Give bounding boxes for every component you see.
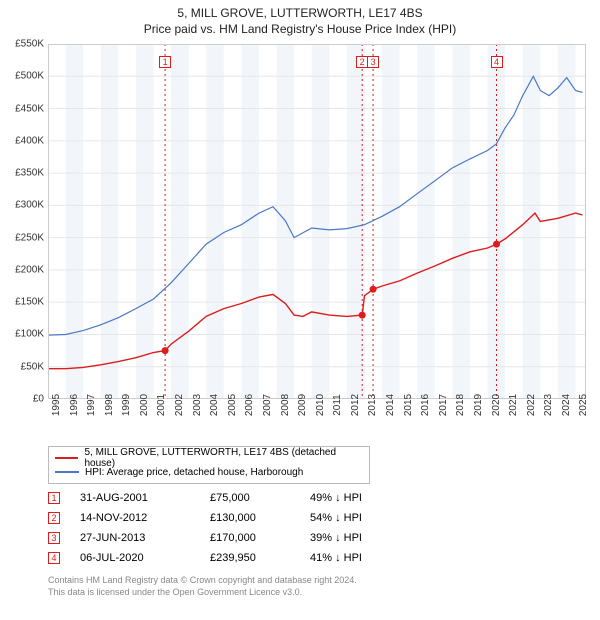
y-tick-label: £450K xyxy=(15,103,44,114)
x-tick-label: 2003 xyxy=(192,394,203,416)
chart-title-block: 5, MILL GROVE, LUTTERWORTH, LE17 4BS Pri… xyxy=(0,0,600,36)
y-tick-label: £550K xyxy=(15,39,44,50)
sale-date: 14-NOV-2012 xyxy=(80,512,210,524)
x-tick-label: 2002 xyxy=(174,394,185,416)
sale-diff: 39% ↓ HPI xyxy=(310,532,400,544)
y-tick-label: £100K xyxy=(15,329,44,340)
sale-price: £239,950 xyxy=(210,552,310,564)
footnote-line: This data is licensed under the Open Gov… xyxy=(48,587,357,599)
sale-marker-box: 4 xyxy=(48,552,60,564)
sales-row: 3 27-JUN-2013 £170,000 39% ↓ HPI xyxy=(48,528,400,548)
sale-price: £170,000 xyxy=(210,532,310,544)
legend-swatch xyxy=(55,457,78,459)
x-tick-label: 2025 xyxy=(578,394,589,416)
y-tick-label: £300K xyxy=(15,200,44,211)
chart-area xyxy=(48,44,586,399)
x-tick-label: 1999 xyxy=(121,394,132,416)
x-tick-label: 2013 xyxy=(367,394,378,416)
y-tick-label: £400K xyxy=(15,135,44,146)
x-tick-label: 2018 xyxy=(455,394,466,416)
x-tick-label: 2020 xyxy=(491,394,502,416)
x-tick-label: 1995 xyxy=(51,394,62,416)
x-tick-label: 2014 xyxy=(385,394,396,416)
footnote: Contains HM Land Registry data © Crown c… xyxy=(48,575,357,598)
sale-diff: 54% ↓ HPI xyxy=(310,512,400,524)
sale-date: 31-AUG-2001 xyxy=(80,492,210,504)
x-tick-label: 2010 xyxy=(315,394,326,416)
sales-row: 4 06-JUL-2020 £239,950 41% ↓ HPI xyxy=(48,548,400,568)
y-tick-label: £50K xyxy=(21,361,44,372)
x-tick-label: 2021 xyxy=(508,394,519,416)
x-tick-label: 1996 xyxy=(69,394,80,416)
x-tick-label: 2007 xyxy=(262,394,273,416)
sale-diff: 49% ↓ HPI xyxy=(310,492,400,504)
x-tick-label: 2015 xyxy=(403,394,414,416)
legend-item-property: 5, MILL GROVE, LUTTERWORTH, LE17 4BS (de… xyxy=(55,451,363,465)
sale-marker-box: 3 xyxy=(48,532,60,544)
price-chart xyxy=(48,44,586,399)
x-tick-label: 2009 xyxy=(297,394,308,416)
y-tick-label: £0 xyxy=(33,394,44,405)
sales-row: 1 31-AUG-2001 £75,000 49% ↓ HPI xyxy=(48,488,400,508)
sale-date: 06-JUL-2020 xyxy=(80,552,210,564)
x-tick-label: 2012 xyxy=(350,394,361,416)
x-tick-label: 2023 xyxy=(543,394,554,416)
legend: 5, MILL GROVE, LUTTERWORTH, LE17 4BS (de… xyxy=(48,446,370,484)
chart-subtitle: Price paid vs. HM Land Registry's House … xyxy=(0,22,600,36)
legend-label: HPI: Average price, detached house, Harb… xyxy=(85,467,303,478)
x-tick-label: 1998 xyxy=(104,394,115,416)
x-tick-label: 2008 xyxy=(280,394,291,416)
x-tick-label: 2005 xyxy=(227,394,238,416)
sales-row: 2 14-NOV-2012 £130,000 54% ↓ HPI xyxy=(48,508,400,528)
x-tick-label: 2016 xyxy=(420,394,431,416)
x-tick-label: 2000 xyxy=(139,394,150,416)
x-tick-label: 2019 xyxy=(473,394,484,416)
sale-price: £130,000 xyxy=(210,512,310,524)
marker-box: 4 xyxy=(491,56,503,68)
x-tick-label: 1997 xyxy=(86,394,97,416)
marker-box: 1 xyxy=(159,56,171,68)
sale-price: £75,000 xyxy=(210,492,310,504)
sale-marker-box: 2 xyxy=(48,512,60,524)
chart-title: 5, MILL GROVE, LUTTERWORTH, LE17 4BS xyxy=(0,6,600,20)
sale-date: 27-JUN-2013 xyxy=(80,532,210,544)
footnote-line: Contains HM Land Registry data © Crown c… xyxy=(48,575,357,587)
y-tick-label: £200K xyxy=(15,264,44,275)
y-tick-label: £350K xyxy=(15,168,44,179)
legend-swatch xyxy=(55,471,79,473)
marker-box: 3 xyxy=(367,56,379,68)
sales-table: 1 31-AUG-2001 £75,000 49% ↓ HPI 2 14-NOV… xyxy=(48,488,400,568)
x-tick-label: 2022 xyxy=(526,394,537,416)
x-tick-label: 2017 xyxy=(438,394,449,416)
y-tick-label: £500K xyxy=(15,71,44,82)
x-tick-label: 2001 xyxy=(156,394,167,416)
y-tick-label: £250K xyxy=(15,232,44,243)
y-tick-label: £150K xyxy=(15,297,44,308)
x-tick-label: 2011 xyxy=(332,394,343,416)
x-tick-label: 2024 xyxy=(561,394,572,416)
x-tick-label: 2006 xyxy=(244,394,255,416)
sale-marker-box: 1 xyxy=(48,492,60,504)
sale-diff: 41% ↓ HPI xyxy=(310,552,400,564)
x-tick-label: 2004 xyxy=(209,394,220,416)
